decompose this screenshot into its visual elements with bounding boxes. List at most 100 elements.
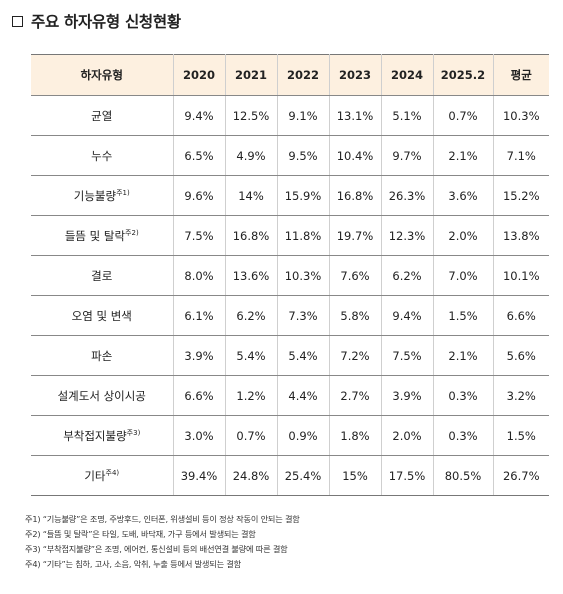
value-cell: 6.1% xyxy=(172,295,226,336)
value-cell: 5.4% xyxy=(224,335,278,376)
value-cell: 2.7% xyxy=(328,375,382,416)
value-cell: 9.1% xyxy=(276,95,330,136)
value-cell: 26.3% xyxy=(380,175,434,216)
value-cell: 5.6% xyxy=(492,335,549,376)
value-cell: 10.1% xyxy=(492,255,549,296)
defect-type-cell: 오염 및 변색 xyxy=(31,295,174,336)
value-cell: 15.2% xyxy=(492,175,549,216)
defect-type-cell: 기타주4) xyxy=(31,455,174,496)
value-cell: 10.4% xyxy=(328,135,382,176)
value-cell: 2.1% xyxy=(432,335,494,376)
value-cell: 4.4% xyxy=(276,375,330,416)
value-cell: 2.0% xyxy=(380,415,434,456)
table-row: 균열 9.4% 12.5% 9.1% 13.1% 5.1% 0.7% 10.3% xyxy=(31,95,549,136)
table-row: 기타주4) 39.4% 24.8% 25.4% 15% 17.5% 80.5% 26.7% xyxy=(31,455,549,496)
value-cell: 7.2% xyxy=(328,335,382,376)
value-cell: 6.6% xyxy=(172,375,226,416)
defect-type-cell: 파손 xyxy=(31,335,174,376)
table-row: 설계도서 상이시공 6.6% 1.2% 4.4% 2.7% 3.9% 0.3% 3.2% xyxy=(31,375,549,416)
defect-type-label: 부착접지불량 xyxy=(63,428,127,443)
defect-type-label: 파손 xyxy=(91,348,113,363)
value-cell: 10.3% xyxy=(492,95,549,136)
value-cell: 5.8% xyxy=(328,295,382,336)
value-cell: 17.5% xyxy=(380,455,434,496)
value-cell: 6.2% xyxy=(380,255,434,296)
defect-type-cell: 균열 xyxy=(31,95,174,136)
value-cell: 3.2% xyxy=(492,375,549,416)
defect-type-cell: 설계도서 상이시공 xyxy=(31,375,174,416)
value-cell: 16.8% xyxy=(328,175,382,216)
value-cell: 7.0% xyxy=(432,255,494,296)
table-row: 파손 3.9% 5.4% 5.4% 7.2% 7.5% 2.1% 5.6% xyxy=(31,335,549,376)
defect-type-label: 기타 xyxy=(84,468,106,483)
value-cell: 11.8% xyxy=(276,215,330,256)
value-cell: 1.5% xyxy=(432,295,494,336)
value-cell: 6.5% xyxy=(172,135,226,176)
header-cell: 평균 xyxy=(492,54,549,96)
defect-type-cell: 기능불량주1) xyxy=(31,175,174,216)
value-cell: 0.3% xyxy=(432,375,494,416)
table-header-row: 하자유형 2020 2021 2022 2023 2024 2025.2 평균 xyxy=(31,54,549,96)
value-cell: 1.5% xyxy=(492,415,549,456)
value-cell: 10.3% xyxy=(276,255,330,296)
value-cell: 14% xyxy=(224,175,278,216)
defect-type-label: 누수 xyxy=(91,148,113,163)
value-cell: 13.6% xyxy=(224,255,278,296)
value-cell: 5.4% xyxy=(276,335,330,376)
footnote-marker: 주2) xyxy=(125,228,139,237)
value-cell: 7.5% xyxy=(172,215,226,256)
footnote-marker: 주3) xyxy=(126,428,141,437)
footnotes: 주1) “기능불량”은 조명, 주방후드, 인터폰, 위생설비 등이 정상 작동… xyxy=(25,512,300,572)
value-cell: 25.4% xyxy=(276,455,330,496)
table-row: 누수 6.5% 4.9% 9.5% 10.4% 9.7% 2.1% 7.1% xyxy=(31,135,549,176)
page-title: 주요 하자유형 신청현황 xyxy=(12,10,181,32)
value-cell: 12.5% xyxy=(224,95,278,136)
square-bullet-icon xyxy=(12,15,23,27)
value-cell: 2.0% xyxy=(432,215,494,256)
header-cell: 2023 xyxy=(328,54,382,96)
value-cell: 15.9% xyxy=(276,175,330,216)
value-cell: 24.8% xyxy=(224,455,278,496)
header-cell: 2025.2 xyxy=(432,54,494,96)
value-cell: 0.7% xyxy=(224,415,278,456)
value-cell: 2.1% xyxy=(432,135,494,176)
value-cell: 19.7% xyxy=(328,215,382,256)
value-cell: 9.7% xyxy=(380,135,434,176)
footnote-marker: 주4) xyxy=(105,468,120,477)
footnote-marker: 주1) xyxy=(116,188,130,197)
value-cell: 0.7% xyxy=(432,95,494,136)
footnote: 주2) “들뜸 및 탈락”은 타일, 도배, 바닥재, 가구 등에서 발생되는 … xyxy=(25,529,256,539)
header-cell: 2021 xyxy=(224,54,278,96)
header-cell: 하자유형 xyxy=(31,54,174,96)
value-cell: 9.6% xyxy=(172,175,226,216)
value-cell: 5.1% xyxy=(380,95,434,136)
value-cell: 1.2% xyxy=(224,375,278,416)
table-row: 들뜸 및 탈락주2) 7.5% 16.8% 11.8% 19.7% 12.3% 2.0% 13… xyxy=(31,215,549,256)
value-cell: 15% xyxy=(328,455,382,496)
value-cell: 26.7% xyxy=(492,455,549,496)
value-cell: 6.6% xyxy=(492,295,549,336)
value-cell: 6.2% xyxy=(224,295,278,336)
value-cell: 16.8% xyxy=(224,215,278,256)
value-cell: 3.6% xyxy=(432,175,494,216)
table-row: 기능불량주1) 9.6% 14% 15.9% 16.8% 26.3% 3.6% 15.2% xyxy=(31,175,549,216)
value-cell: 4.9% xyxy=(224,135,278,176)
header-cell: 2024 xyxy=(380,54,434,96)
table-row: 오염 및 변색 6.1% 6.2% 7.3% 5.8% 9.4% 1.5% 6.6% xyxy=(31,295,549,336)
footnote: 주3) “부착접지불량”은 조명, 에어컨, 통신설비 등의 배선연결 불량에 … xyxy=(25,544,288,554)
header-cell: 2022 xyxy=(276,54,330,96)
value-cell: 3.9% xyxy=(172,335,226,376)
value-cell: 7.3% xyxy=(276,295,330,336)
defect-type-cell: 누수 xyxy=(31,135,174,176)
header-cell: 2020 xyxy=(172,54,226,96)
defect-type-label: 균열 xyxy=(91,108,113,123)
value-cell: 9.4% xyxy=(380,295,434,336)
defect-type-label: 기능불량 xyxy=(73,188,117,203)
value-cell: 7.5% xyxy=(380,335,434,376)
page-title-text: 주요 하자유형 신청현황 xyxy=(31,13,181,31)
value-cell: 1.8% xyxy=(328,415,382,456)
defect-type-label: 결로 xyxy=(91,268,113,283)
defect-type-cell: 들뜸 및 탈락주2) xyxy=(31,215,174,256)
value-cell: 8.0% xyxy=(172,255,226,296)
value-cell: 0.9% xyxy=(276,415,330,456)
